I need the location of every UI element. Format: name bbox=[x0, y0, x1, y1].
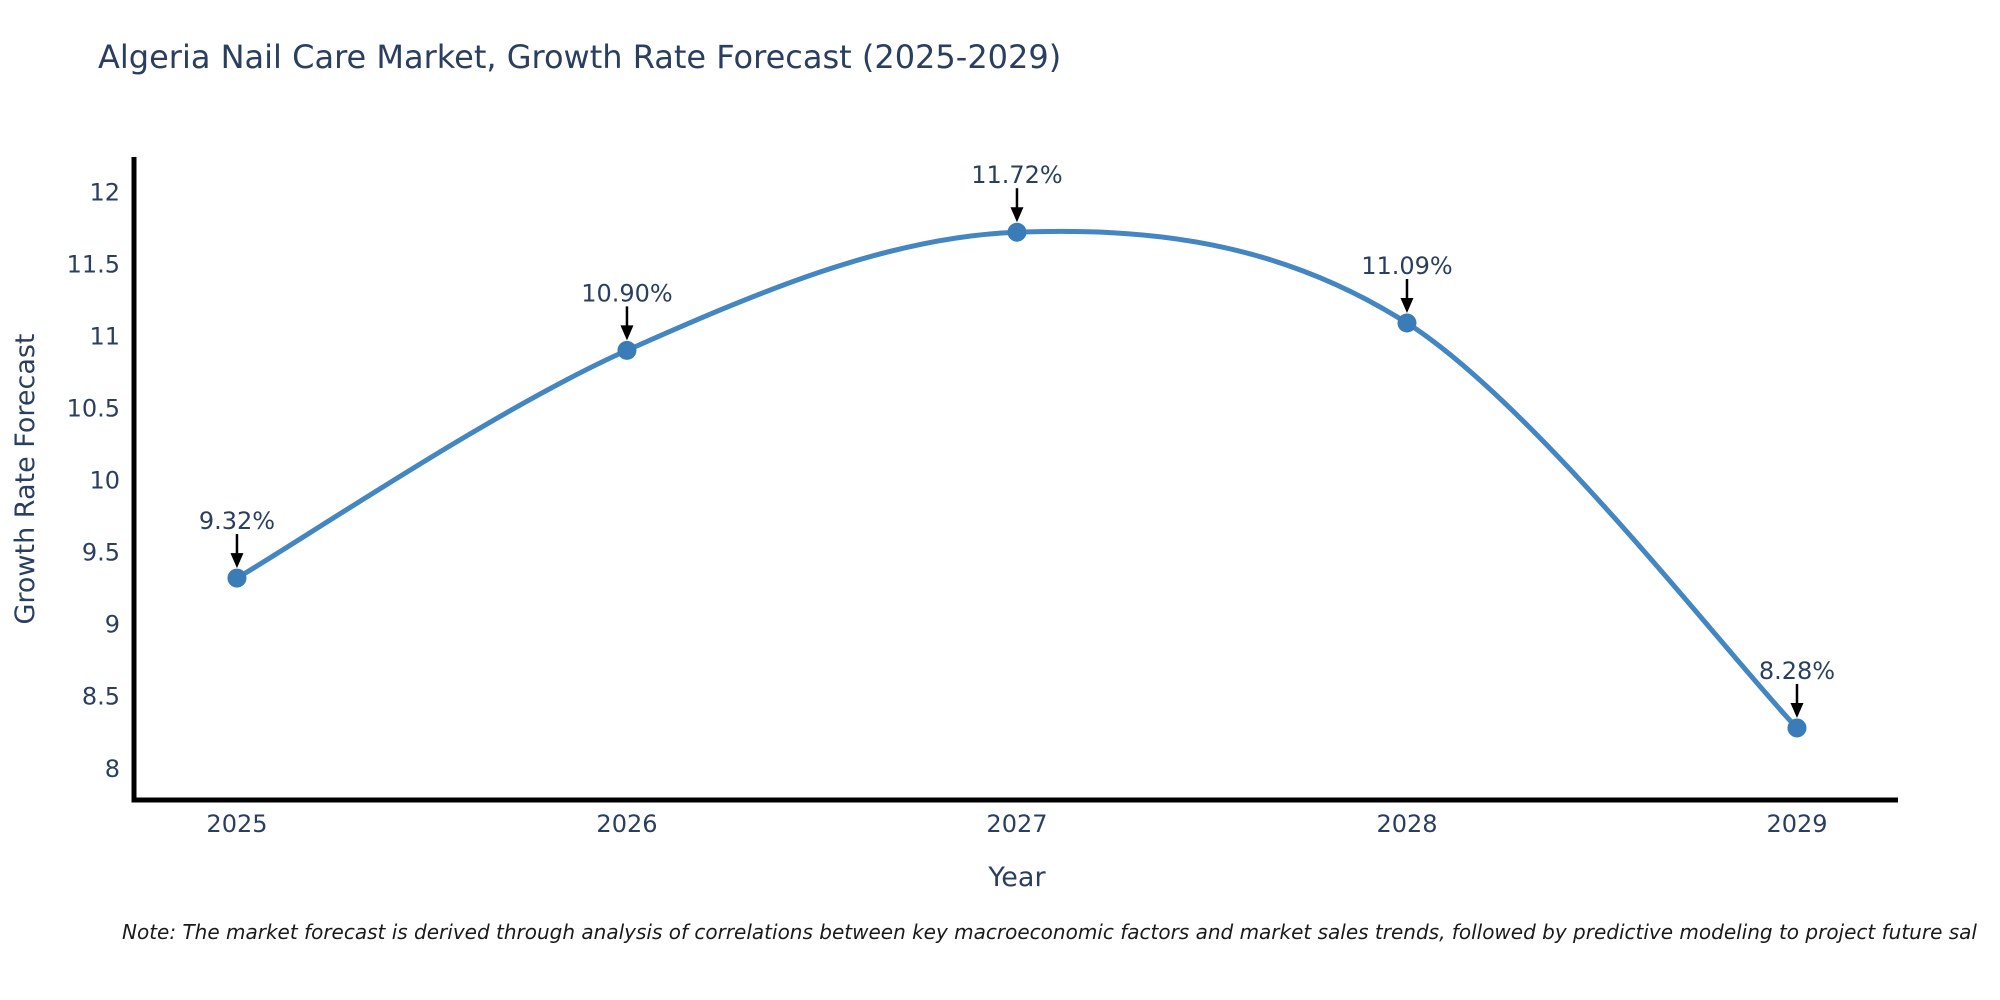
x-axis-title: Year bbox=[987, 862, 1046, 893]
annotation-label: 11.09% bbox=[1361, 252, 1453, 280]
annotation-label: 10.90% bbox=[581, 279, 673, 307]
footnote: Note: The market forecast is derived thr… bbox=[122, 920, 1977, 944]
y-tick-label: 11 bbox=[89, 322, 120, 350]
x-tick-label: 2029 bbox=[1766, 810, 1827, 838]
x-tick-label: 2027 bbox=[986, 810, 1047, 838]
y-tick-label: 9 bbox=[105, 611, 120, 639]
data-point-marker bbox=[617, 340, 637, 360]
y-tick-label: 12 bbox=[89, 178, 120, 206]
annotation-arrow-head bbox=[230, 553, 244, 569]
x-tick-label: 2025 bbox=[206, 810, 267, 838]
data-point-marker bbox=[1007, 222, 1027, 242]
y-tick-label: 11.5 bbox=[67, 250, 120, 278]
y-tick-label: 9.5 bbox=[82, 539, 120, 567]
y-tick-label: 8 bbox=[105, 755, 120, 783]
data-point-marker bbox=[227, 568, 247, 588]
data-point-marker bbox=[1397, 313, 1417, 333]
y-axis-title: Growth Rate Forecast bbox=[10, 333, 41, 624]
x-tick-label: 2028 bbox=[1376, 810, 1437, 838]
y-tick-label: 10.5 bbox=[67, 395, 120, 423]
annotation-label: 8.28% bbox=[1759, 657, 1835, 685]
annotation-arrow-head bbox=[1790, 702, 1804, 718]
annotation-arrow-head bbox=[1400, 298, 1414, 314]
annotation-label: 11.72% bbox=[971, 161, 1063, 189]
annotation-arrow-head bbox=[1010, 207, 1024, 223]
y-tick-label: 10 bbox=[89, 467, 120, 495]
annotation-arrow-head bbox=[620, 325, 634, 341]
data-point-marker bbox=[1787, 718, 1807, 738]
x-tick-label: 2026 bbox=[596, 810, 657, 838]
y-tick-label: 8.5 bbox=[82, 683, 120, 711]
trend-line bbox=[234, 228, 1800, 731]
annotation-label: 9.32% bbox=[199, 507, 275, 535]
chart-title: Algeria Nail Care Market, Growth Rate Fo… bbox=[98, 38, 1062, 76]
